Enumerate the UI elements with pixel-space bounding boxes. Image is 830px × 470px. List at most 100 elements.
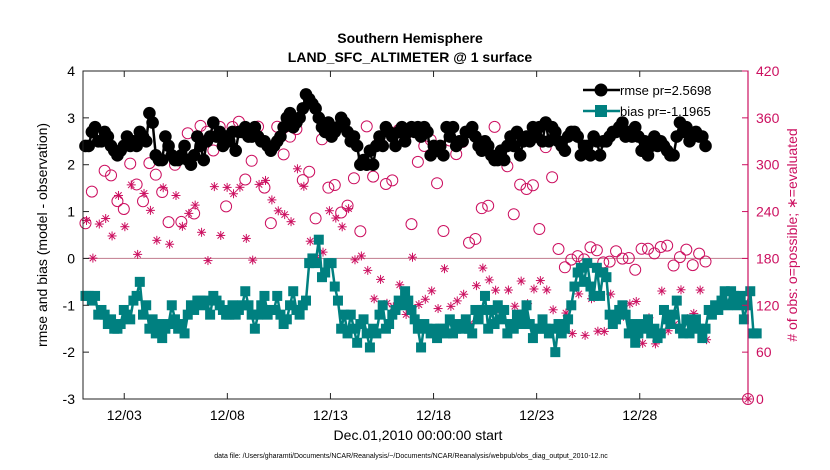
obs-possible-point	[654, 241, 667, 254]
bias-point	[476, 304, 487, 315]
obs-evaluated-point	[580, 330, 590, 340]
obs-evaluated-point	[260, 175, 270, 185]
rmse-point	[584, 149, 597, 162]
bias-point	[630, 337, 641, 348]
obs-possible-point	[188, 207, 201, 220]
obs-evaluated-point	[337, 222, 347, 232]
bias-point	[406, 304, 417, 315]
obs-possible-point	[526, 179, 539, 192]
obs-evaluated-point	[82, 215, 92, 225]
bias-point	[588, 290, 599, 301]
y2-tick-label: 120	[756, 297, 780, 313]
obs-evaluated-point	[267, 195, 277, 205]
bias-point	[412, 323, 423, 334]
rmse-point	[680, 120, 693, 134]
obs-possible-point	[85, 185, 98, 198]
bias-point	[566, 300, 577, 311]
legend-bias-marker	[595, 105, 607, 117]
bias-point	[486, 304, 497, 315]
obs-possible-point	[488, 120, 501, 133]
bias-point	[329, 281, 340, 292]
obs-possible-point	[130, 178, 143, 191]
bias-point	[738, 314, 749, 325]
bias-point	[550, 347, 561, 358]
obs-possible-point	[354, 225, 367, 238]
y-tick-label: -1	[63, 297, 76, 313]
y2-tick-label: 420	[756, 63, 780, 79]
x-tick-label: 12/03	[107, 407, 142, 423]
bias-point	[147, 314, 158, 325]
bias-point	[483, 323, 494, 334]
bias-point	[288, 286, 299, 297]
obs-evaluated-point	[542, 285, 552, 295]
obs-possible-point	[610, 245, 623, 258]
bias-point	[275, 309, 286, 320]
bias-point	[706, 309, 717, 320]
bias-point	[345, 309, 356, 320]
obs-evaluated-point	[165, 239, 175, 249]
obs-possible-point	[507, 208, 520, 221]
x-tick-label: 12/28	[622, 407, 657, 423]
obs-evaluated-point	[408, 252, 418, 262]
obs-possible-point	[520, 183, 533, 196]
rmse-point	[155, 153, 169, 167]
bias-point	[671, 295, 682, 306]
bias-point	[169, 314, 180, 325]
bias-point	[547, 323, 558, 334]
obs-possible-point	[411, 155, 424, 168]
bias-point	[617, 300, 628, 311]
obs-evaluated-point	[478, 263, 488, 273]
obs-possible-point	[469, 232, 482, 245]
rmse-point	[571, 130, 584, 143]
bias-point	[259, 290, 270, 301]
bias-point	[639, 323, 650, 334]
rmse-point	[366, 158, 380, 172]
obs-possible-point	[437, 225, 450, 238]
bias-point	[690, 314, 701, 325]
obs-evaluated-point	[216, 230, 226, 240]
obs-evaluated-point	[177, 221, 187, 231]
obs-evaluated-point	[133, 249, 143, 259]
bias-point	[157, 333, 168, 344]
obs-possible-point	[686, 259, 699, 272]
bias-point	[527, 333, 538, 344]
obs-evaluated-point	[241, 233, 251, 243]
bias-point	[518, 309, 529, 320]
rmse-point	[593, 149, 607, 162]
bias-point	[227, 300, 238, 311]
x-tick-label: 12/23	[519, 407, 554, 423]
bias-point	[249, 323, 260, 334]
bias-point	[377, 300, 388, 311]
y-tick-label: 0	[67, 250, 75, 266]
obs-evaluated-point	[484, 275, 494, 285]
bias-point	[521, 300, 532, 311]
obs-evaluated-point	[491, 285, 501, 295]
obs-possible-point	[239, 173, 252, 186]
obs-evaluated-point	[503, 285, 513, 295]
obs-possible-point	[431, 177, 444, 190]
bias-point	[713, 304, 724, 315]
bias-point	[336, 323, 347, 334]
bias-point	[332, 295, 343, 306]
bias-point	[668, 309, 679, 320]
legend-rmse-marker	[594, 83, 608, 97]
obs-possible-point	[463, 236, 476, 249]
rmse-point	[497, 153, 511, 167]
bias-point	[716, 295, 727, 306]
obs-evaluated-point	[369, 294, 379, 304]
obs-possible-point	[162, 216, 175, 229]
bias-point	[141, 300, 152, 311]
bias-point	[409, 314, 420, 325]
bias-point	[125, 314, 136, 325]
bias-point	[441, 328, 452, 339]
bias-point	[364, 342, 375, 353]
obs-evaluated-point	[350, 255, 360, 265]
obs-possible-point	[661, 239, 674, 252]
x-tick-label: 12/13	[313, 407, 348, 423]
obs-evaluated-point	[631, 296, 641, 306]
obs-possible-point	[590, 244, 603, 257]
obs-evaluated-point	[695, 285, 705, 295]
bias-point	[237, 300, 248, 311]
obs-possible-point	[303, 165, 316, 178]
